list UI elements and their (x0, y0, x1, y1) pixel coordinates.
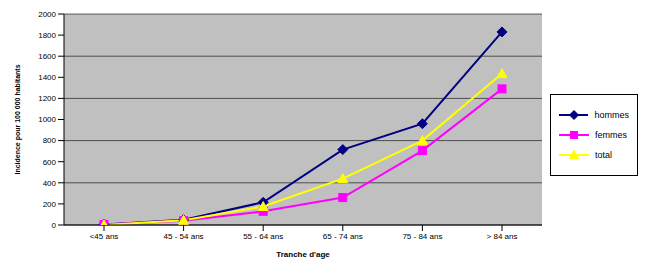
svg-text:1000: 1000 (38, 115, 56, 124)
svg-text:400: 400 (43, 179, 57, 188)
html-text:total: total (595, 149, 612, 160)
html-text:femmes: femmes (595, 129, 627, 140)
svg-text:200: 200 (43, 200, 57, 209)
svg-text:<45 ans: <45 ans (90, 232, 119, 241)
svg-text:45 - 54 ans: 45 - 54 ans (164, 232, 204, 241)
svg-text:1200: 1200 (38, 94, 56, 103)
svg-text:600: 600 (43, 158, 57, 167)
svg-text:Tranche d'age: Tranche d'age (276, 250, 330, 259)
svg-text:> 84 ans: > 84 ans (487, 232, 518, 241)
svg-text:55 - 64 ans: 55 - 64 ans (243, 232, 283, 241)
svg-text:Incidence pour 100 000 habitan: Incidence pour 100 000 habitants (14, 64, 22, 174)
svg-text:75 - 84 ans: 75 - 84 ans (402, 232, 442, 241)
svg-text:1400: 1400 (38, 73, 56, 82)
html-text:hommes: hommes (594, 109, 629, 120)
svg-text:800: 800 (43, 136, 57, 145)
svg-text:2000: 2000 (38, 10, 56, 19)
svg-text:0: 0 (52, 221, 57, 230)
svg-text:1800: 1800 (38, 31, 56, 40)
svg-text:65 - 74 ans: 65 - 74 ans (323, 232, 363, 241)
svg-text:1600: 1600 (38, 52, 56, 61)
